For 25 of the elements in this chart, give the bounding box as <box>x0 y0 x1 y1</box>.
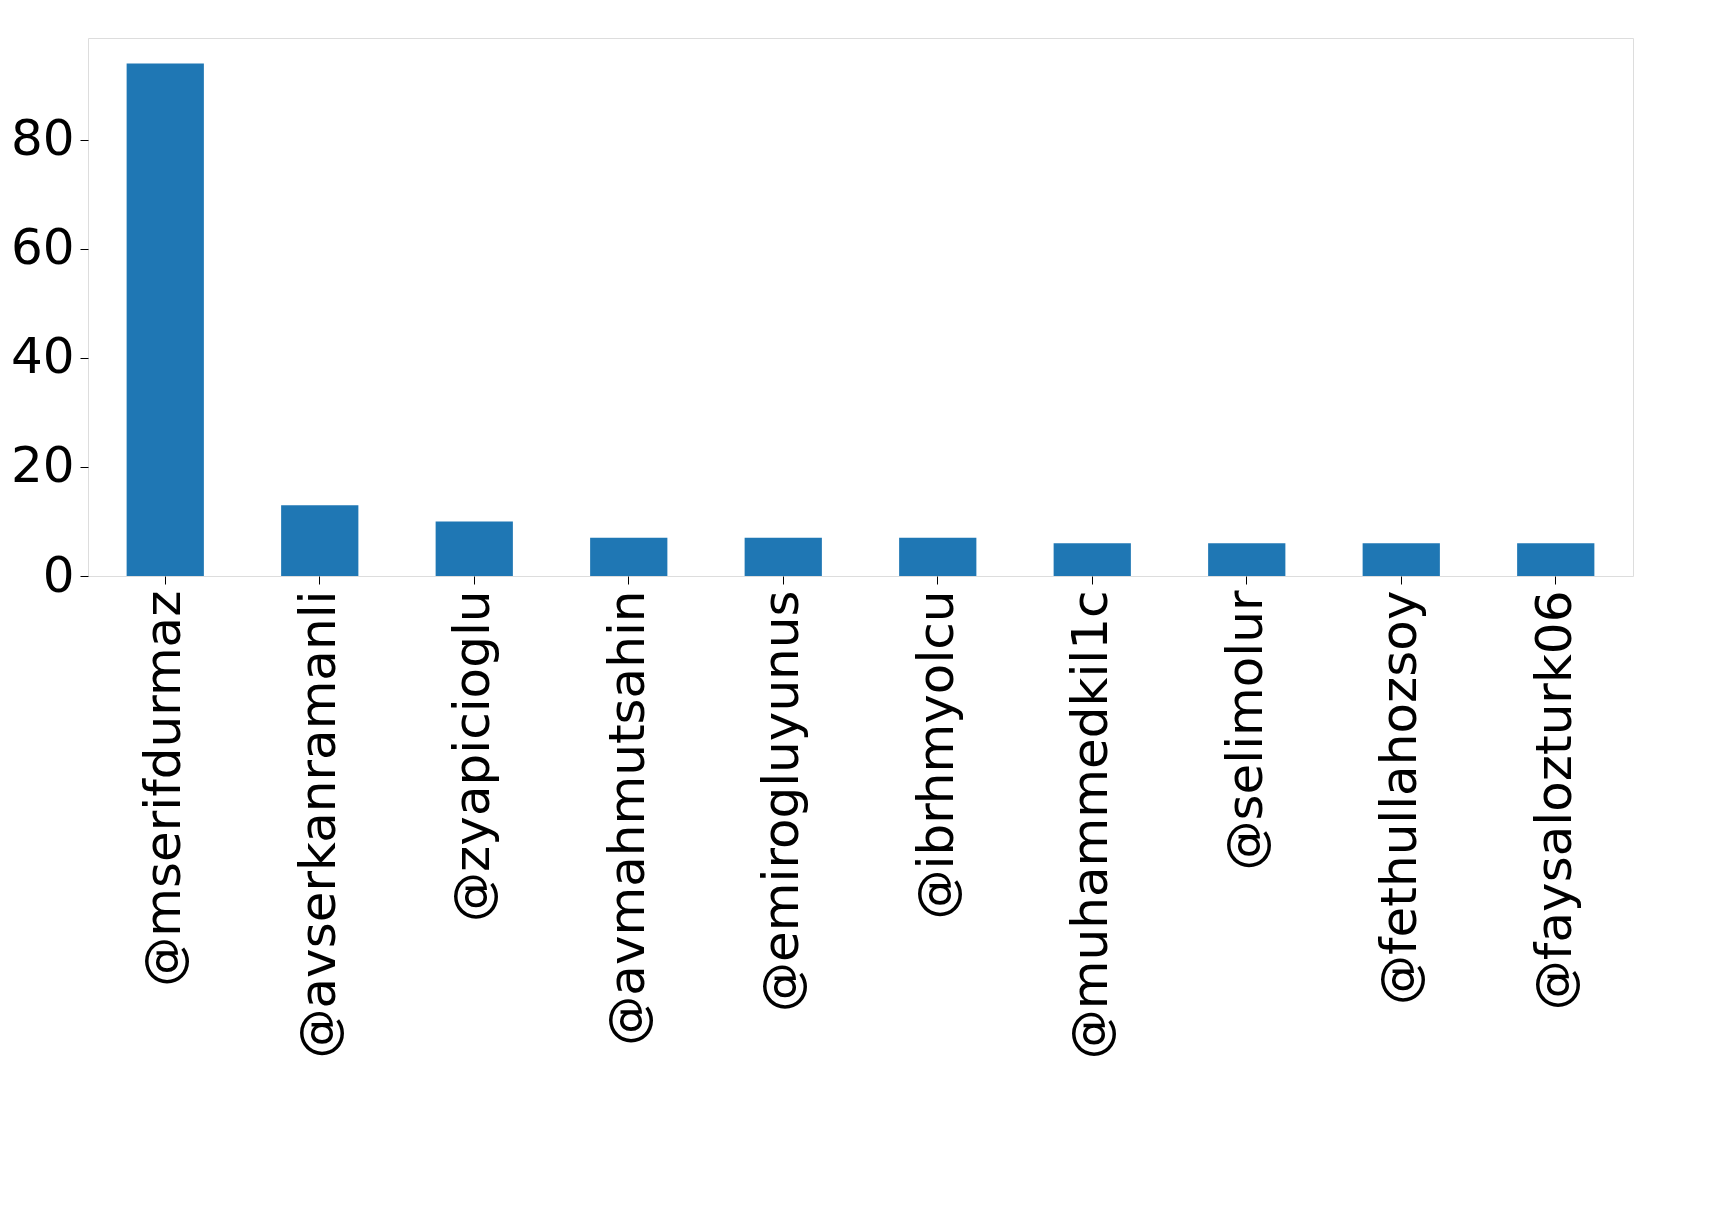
x-tick-label: @mserifdurmaz <box>134 590 193 987</box>
x-tick-label: @avserkanramanli <box>288 590 347 1059</box>
bar <box>1053 543 1131 576</box>
x-tick-label: @fethullahozsoy <box>1370 590 1429 1006</box>
x-tick-label: @ibrhmyolcu <box>906 590 965 920</box>
x-tick-label: @selimolur <box>1215 590 1274 871</box>
y-tick-label: 20 <box>10 436 75 495</box>
y-tick-label: 40 <box>10 327 75 386</box>
bar <box>1362 543 1440 576</box>
bar <box>281 505 359 576</box>
x-tick-label: @muhammedkil1c <box>1061 590 1120 1060</box>
bar <box>1208 543 1286 576</box>
y-tick-label: 0 <box>42 545 75 604</box>
x-tick-label: @emirogluyunus <box>752 590 811 1012</box>
bar <box>126 63 204 576</box>
x-tick-label: @zyapicioglu <box>443 590 502 922</box>
bar <box>435 521 513 576</box>
bar <box>1517 543 1595 576</box>
bar <box>899 537 977 576</box>
bar <box>590 537 668 576</box>
x-tick-label: @faysalozturk06 <box>1524 590 1583 1011</box>
x-tick-label: @avmahmutsahin <box>597 590 656 1046</box>
bar <box>744 537 822 576</box>
y-tick-label: 60 <box>10 218 75 277</box>
y-tick-label: 80 <box>10 109 75 168</box>
